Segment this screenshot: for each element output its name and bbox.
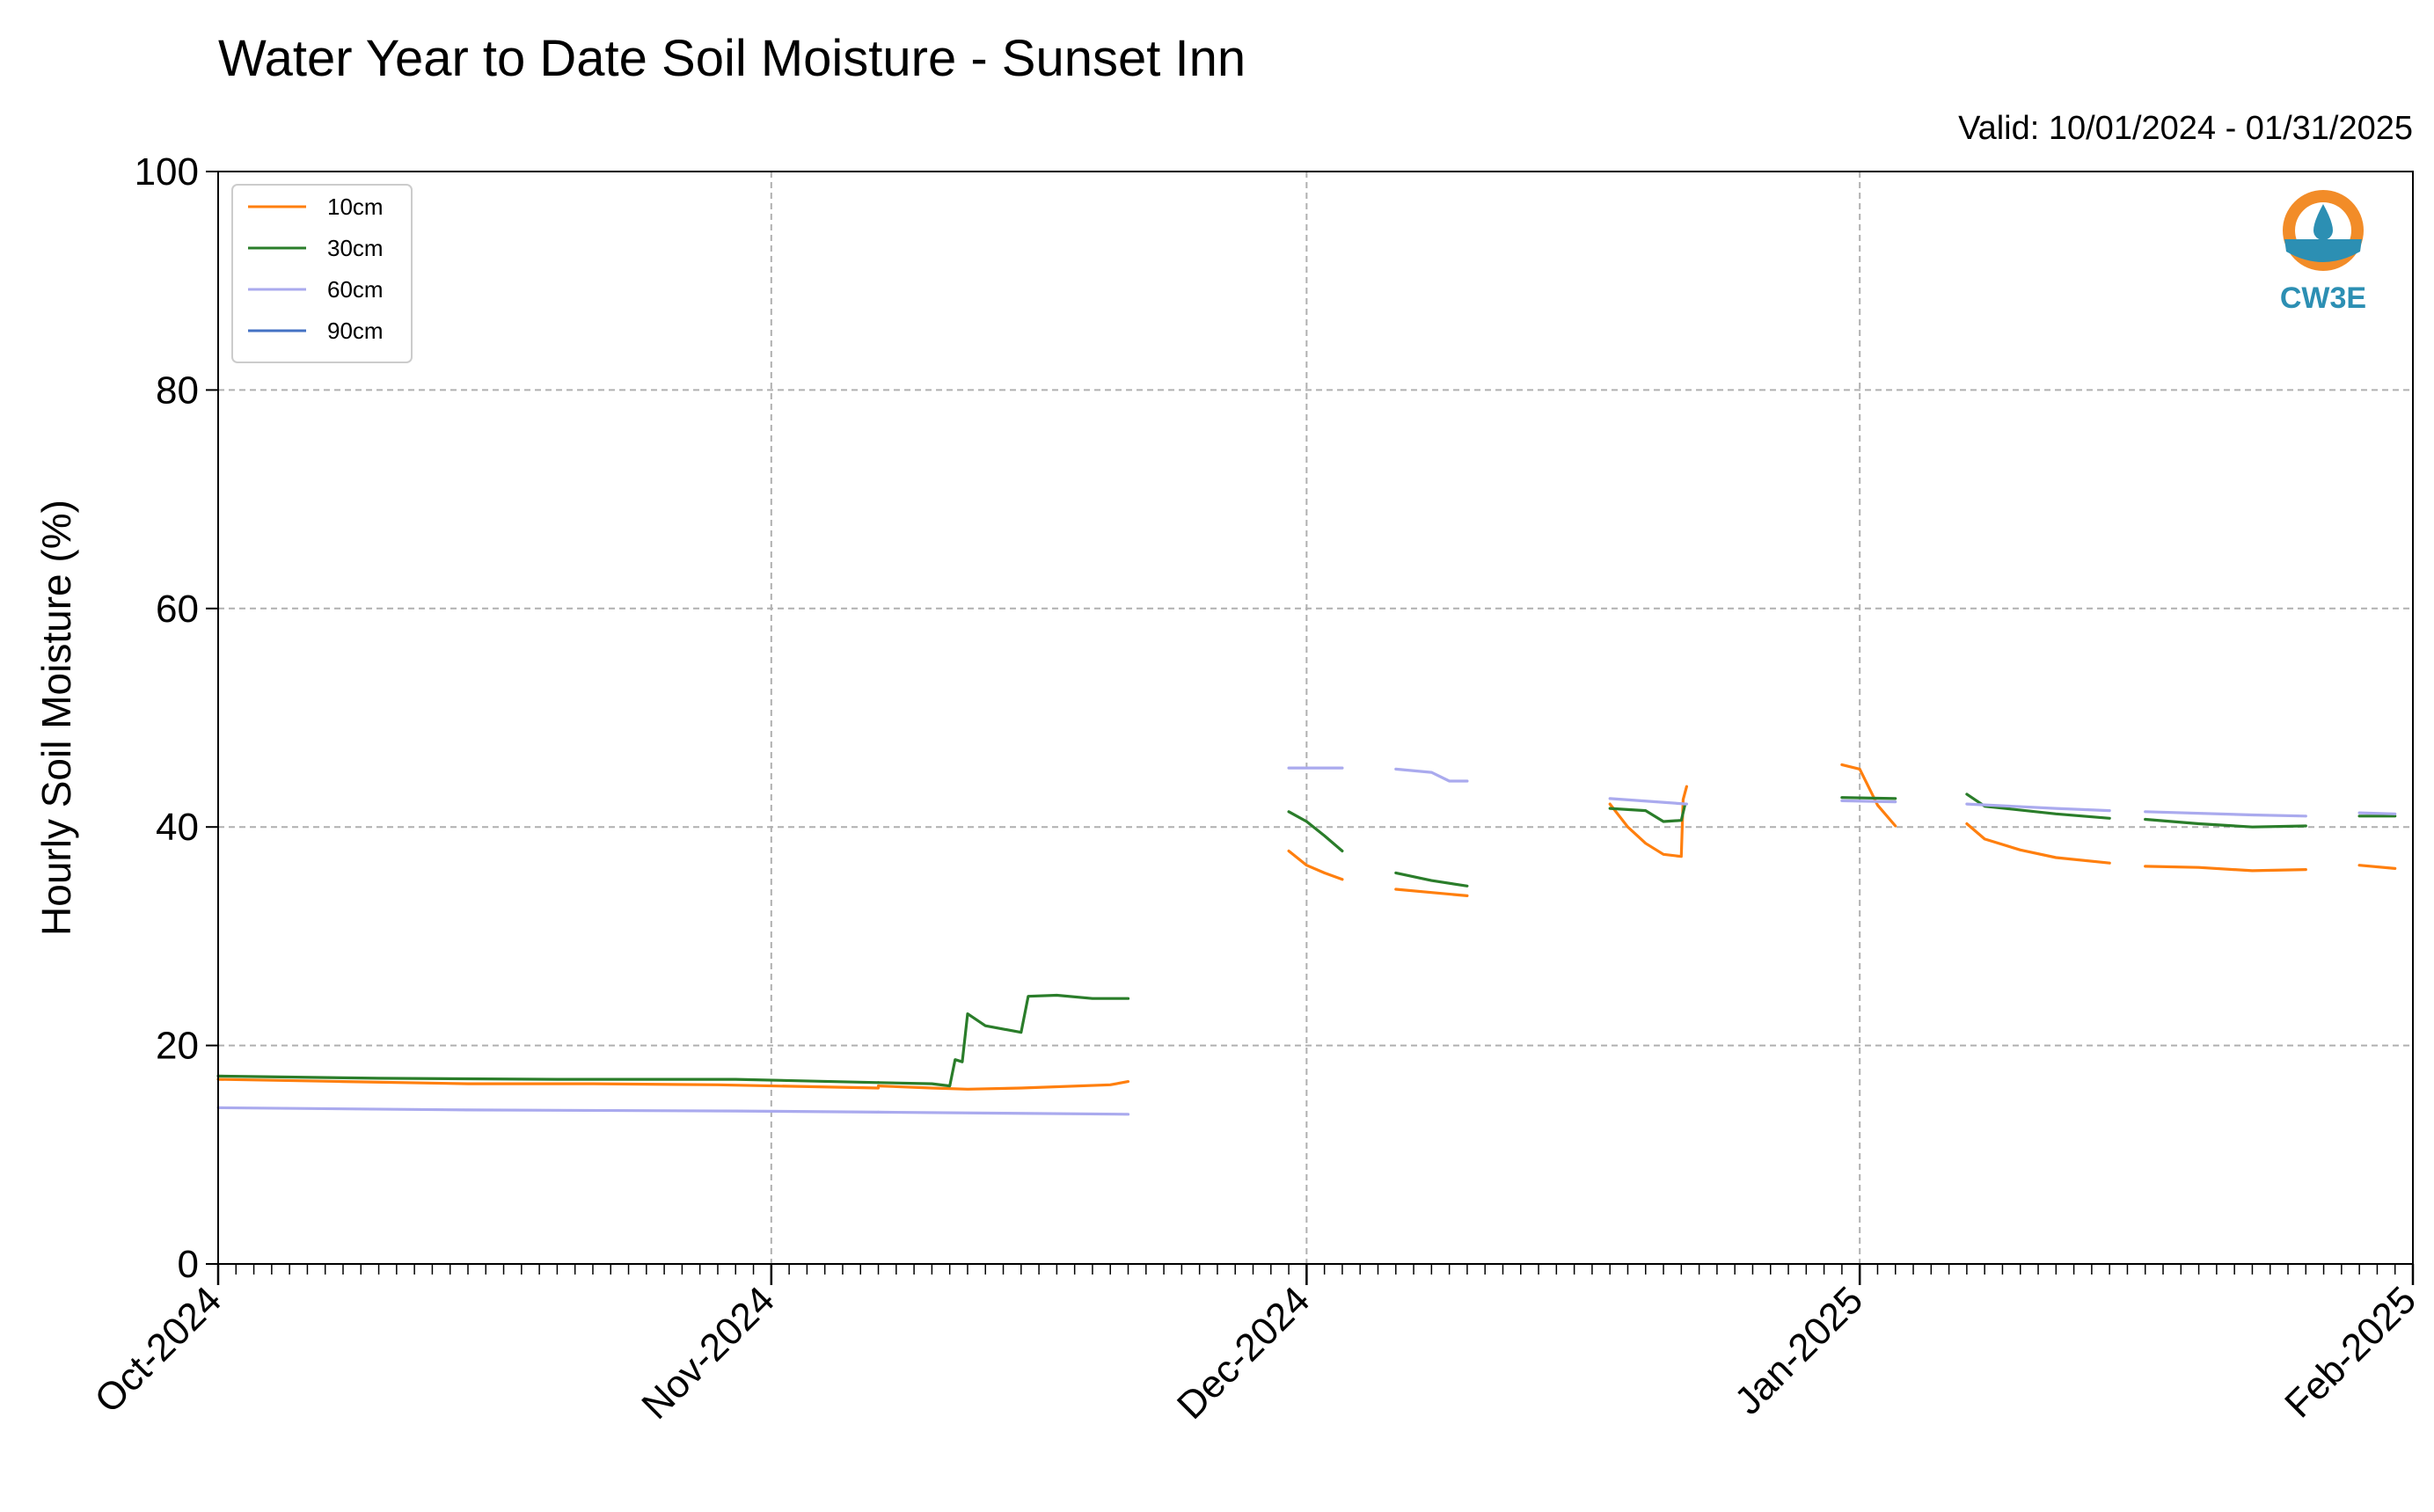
series-line-30cm [876, 993, 1130, 1088]
series-line-10cm [1840, 763, 1897, 828]
grid-lines [218, 172, 2413, 1264]
legend-entries: 10cm 30cm 60cm 90cm [248, 194, 384, 344]
x-tick-label: Dec-2024 [1169, 1278, 1319, 1428]
series-line-10cm [2357, 864, 2397, 871]
cw3e-logo: CW3E [2280, 190, 2366, 315]
y-tick-label: 80 [156, 369, 199, 412]
series-line-10cm [876, 1079, 1130, 1091]
y-tick-label: 60 [156, 588, 199, 631]
series-line-10cm [1608, 785, 1689, 858]
series-line-10cm [216, 1077, 881, 1090]
series-line-60cm [1965, 802, 2111, 813]
y-tick-label: 20 [156, 1025, 199, 1068]
y-tick-label: 40 [156, 806, 199, 849]
series-line-60cm [876, 1110, 1130, 1116]
plot-frame [217, 171, 2414, 1265]
series-line-30cm [1608, 803, 1687, 823]
series-line-30cm [216, 1074, 881, 1085]
logo-text: CW3E [2280, 281, 2366, 315]
x-tick-label: Oct-2024 [86, 1278, 230, 1421]
series-line-30cm [2144, 817, 2307, 829]
logo-drop-icon [2313, 204, 2333, 240]
y-tick-label: 0 [178, 1243, 199, 1286]
legend-label-60cm: 60cm [327, 276, 384, 303]
chart-subtitle: Valid: 10/01/2024 - 01/31/2025 [1958, 110, 2413, 147]
series-line-30cm [1965, 793, 2111, 820]
series-line-60cm [216, 1106, 881, 1114]
series-line-10cm [1394, 887, 1469, 898]
series-line-10cm [2144, 865, 2307, 873]
series-line-60cm [2357, 811, 2397, 815]
series-line-10cm [1287, 849, 1344, 881]
series-line-60cm [1608, 797, 1689, 806]
legend-label-90cm: 90cm [327, 318, 384, 344]
chart-title: Water Year to Date Soil Moisture - Sunse… [218, 30, 1246, 87]
y-tick-label: 100 [135, 150, 199, 194]
series-line-30cm [1840, 796, 1897, 800]
series-line-60cm [2144, 810, 2307, 818]
legend-box [231, 184, 413, 363]
series-line-30cm [1287, 810, 1344, 853]
series-line-60cm [1394, 767, 1469, 783]
legend-label-30cm: 30cm [327, 235, 384, 261]
x-tick-label: Feb-2025 [2277, 1278, 2424, 1426]
series-line-10cm [1965, 822, 2111, 865]
y-axis-label: Hourly Soil Moisture (%) [33, 500, 79, 936]
series-lines [216, 763, 2397, 1116]
logo-waves-icon [2284, 239, 2362, 262]
axes: 0 20 40 60 80 100 Oct-2024 Nov-2024 Dec-2024 Jan-… [86, 150, 2424, 1428]
series-line-60cm [1840, 799, 1897, 804]
legend: 10cm 30cm 60cm 90cm [231, 184, 413, 363]
x-tick-label: Jan-2025 [1727, 1278, 1871, 1422]
legend-label-10cm: 10cm [327, 194, 384, 220]
series-line-30cm [1394, 871, 1469, 887]
x-tick-label: Nov-2024 [633, 1278, 783, 1428]
